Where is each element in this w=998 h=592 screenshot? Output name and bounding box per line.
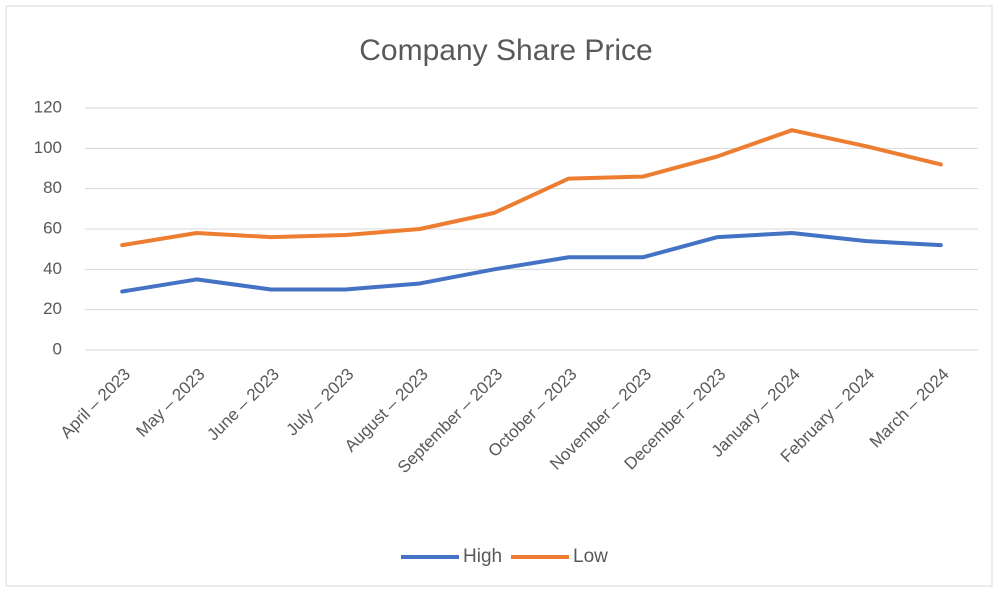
line-series — [120, 231, 943, 294]
chart-border — [5, 5, 993, 587]
legend-label: High — [463, 546, 502, 567]
chart-title: Company Share Price — [359, 34, 652, 67]
legend-label: Low — [573, 546, 608, 567]
y-tick-label: 80 — [43, 178, 62, 197]
y-tick-label: 100 — [34, 138, 62, 157]
y-tick-label: 20 — [43, 299, 62, 318]
y-tick-label: 120 — [34, 97, 62, 116]
y-tick-label: 40 — [43, 259, 62, 278]
y-tick-label: 60 — [43, 218, 62, 237]
y-tick-label: 0 — [53, 339, 62, 358]
line-series — [120, 128, 943, 248]
